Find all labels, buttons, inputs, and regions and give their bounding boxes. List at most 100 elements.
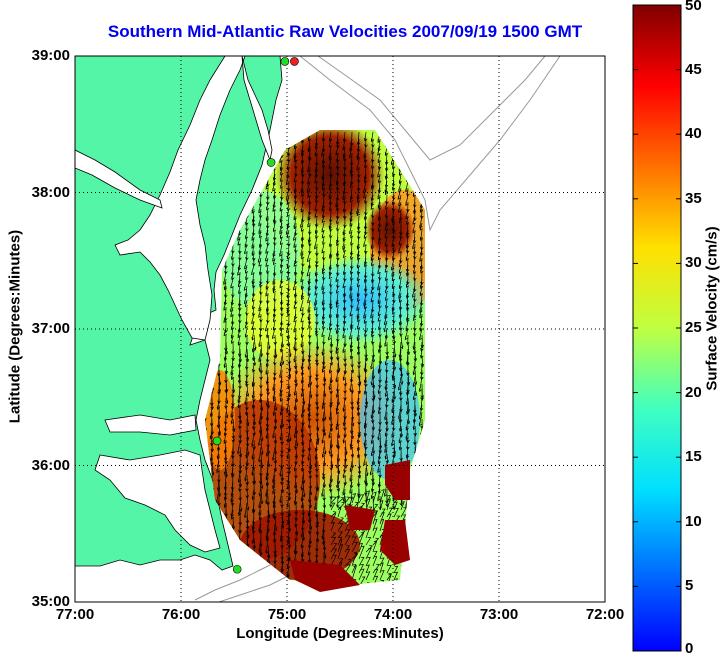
velocity-vector bbox=[272, 180, 276, 192]
velocity-vector bbox=[321, 313, 326, 325]
radar-station-marker bbox=[212, 436, 222, 446]
velocity-vector bbox=[392, 222, 396, 233]
velocity-vector bbox=[342, 173, 347, 187]
velocity-vector bbox=[405, 292, 410, 308]
velocity-vector bbox=[371, 257, 375, 267]
velocity-vector bbox=[301, 341, 305, 355]
velocity-vector bbox=[337, 517, 345, 525]
velocity-vector bbox=[364, 131, 368, 142]
velocity-vector bbox=[272, 488, 276, 505]
velocity-vector bbox=[252, 537, 256, 550]
velocity-vector bbox=[300, 362, 305, 377]
velocity-vector bbox=[223, 446, 228, 462]
velocity-vector bbox=[252, 306, 256, 317]
velocity-vector bbox=[306, 250, 311, 263]
velocity-vector bbox=[337, 506, 342, 518]
velocity-vector bbox=[378, 236, 382, 245]
velocity-vector bbox=[377, 425, 381, 441]
velocity-vector bbox=[397, 187, 402, 200]
velocity-vector bbox=[265, 369, 270, 385]
velocity-vector bbox=[328, 257, 333, 271]
velocity-vector bbox=[315, 418, 320, 432]
velocity-vector bbox=[217, 362, 221, 377]
velocity-vector bbox=[315, 229, 319, 239]
velocity-vector bbox=[363, 187, 367, 199]
velocity-vector bbox=[343, 474, 347, 486]
velocity-vector bbox=[328, 271, 333, 280]
velocity-vector bbox=[217, 390, 221, 405]
pamlico-sound bbox=[94, 449, 221, 553]
velocity-vector bbox=[231, 432, 235, 443]
velocity-vector bbox=[372, 575, 379, 585]
velocity-vector bbox=[349, 208, 353, 223]
velocity-vector bbox=[265, 474, 270, 487]
velocity-vector bbox=[364, 173, 368, 184]
velocity-vector bbox=[245, 425, 250, 441]
grid-lines bbox=[75, 56, 605, 602]
velocity-vector bbox=[385, 292, 389, 301]
velocity-vector bbox=[351, 493, 357, 504]
velocity-vector bbox=[330, 548, 338, 560]
velocity-vector bbox=[358, 576, 366, 585]
velocity-vector bbox=[314, 138, 319, 150]
velocity-vector bbox=[272, 523, 277, 537]
velocity-vector bbox=[307, 229, 312, 244]
velocity-vector bbox=[336, 285, 340, 294]
velocity-vector bbox=[330, 536, 337, 546]
velocity-vector bbox=[264, 320, 269, 332]
velocity-vector bbox=[413, 243, 417, 256]
velocity-vector bbox=[358, 542, 363, 553]
velocity-vector bbox=[349, 341, 354, 353]
velocity-vector bbox=[377, 285, 382, 297]
velocity-vector bbox=[301, 439, 305, 454]
velocity-vector bbox=[322, 411, 326, 423]
velocity-vector bbox=[384, 306, 388, 320]
velocity-vector bbox=[329, 229, 333, 239]
velocity-vector bbox=[364, 474, 368, 487]
velocity-vector bbox=[272, 166, 277, 182]
velocity-vector bbox=[321, 348, 326, 366]
velocity-vector bbox=[336, 201, 340, 212]
velocity-vector bbox=[314, 264, 319, 277]
y-tick-label: 39:00 bbox=[31, 47, 70, 64]
velocity-vector bbox=[259, 208, 263, 219]
velocity-vector bbox=[379, 562, 384, 574]
velocity-vector bbox=[419, 376, 423, 392]
velocity-vector bbox=[349, 376, 353, 393]
velocity-vector bbox=[343, 243, 347, 253]
velocity-vector bbox=[371, 418, 375, 431]
velocity-vector bbox=[406, 369, 411, 386]
velocity-vector bbox=[371, 152, 375, 163]
velocity-vector bbox=[237, 369, 242, 384]
velocity-vector bbox=[370, 460, 374, 476]
velocity-vector bbox=[280, 299, 284, 312]
velocity-vector bbox=[238, 460, 242, 475]
velocity-vector bbox=[328, 425, 332, 439]
velocity-vector bbox=[342, 201, 347, 213]
velocity-vector bbox=[265, 355, 270, 368]
velocity-vector bbox=[205, 404, 207, 422]
velocity-vector bbox=[329, 355, 333, 366]
velocity-vector bbox=[273, 544, 278, 559]
velocity-vector bbox=[238, 474, 242, 488]
velocity-vector bbox=[343, 376, 347, 387]
velocity-vector bbox=[307, 159, 311, 173]
velocity-vector bbox=[223, 439, 228, 454]
velocity-vector bbox=[406, 313, 410, 323]
velocity-vector bbox=[273, 411, 278, 424]
velocity-vector bbox=[272, 285, 277, 294]
velocity-vector bbox=[252, 278, 256, 289]
velocity-vector bbox=[405, 180, 409, 193]
velocity-vector bbox=[251, 264, 255, 276]
velocity-vector bbox=[392, 201, 396, 212]
velocity-vector bbox=[224, 362, 228, 375]
velocity-vector bbox=[307, 404, 312, 418]
velocity-vector bbox=[272, 187, 277, 200]
velocity-vector bbox=[285, 173, 290, 185]
velocity-vector bbox=[364, 481, 368, 497]
velocity-vector bbox=[273, 397, 278, 412]
velocity-vector bbox=[273, 453, 277, 464]
velocity-vector bbox=[329, 495, 333, 508]
velocity-vector bbox=[378, 320, 382, 331]
